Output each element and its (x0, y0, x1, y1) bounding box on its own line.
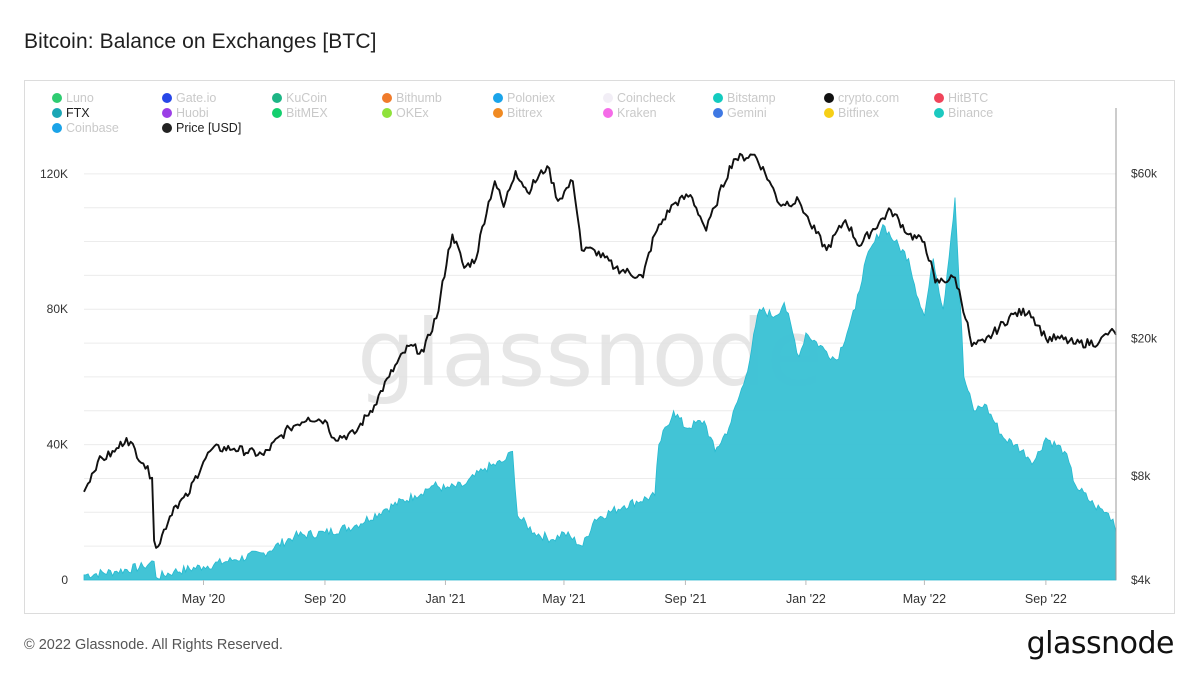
chart-title: Bitcoin: Balance on Exchanges [BTC] (24, 30, 377, 53)
ftx-balance-area (83, 197, 1117, 581)
legend-label: Luno (66, 91, 94, 105)
x-tick-label: Jan '22 (786, 592, 826, 606)
price-usd-line (83, 152, 1117, 549)
legend-dot-icon (52, 93, 62, 103)
legend-dot-icon (824, 93, 834, 103)
legend-label: Bitfinex (838, 106, 879, 120)
legend-label: Binance (948, 106, 994, 120)
legend-item-gemini[interactable]: Gemini (713, 106, 767, 121)
legend-label: Bithumb (396, 91, 442, 105)
legend-label: Bittrex (507, 106, 543, 120)
legend-dot-icon (272, 93, 282, 103)
y-left-tick-label: 80K (47, 302, 68, 316)
legend-item-crypto-com[interactable]: crypto.com (824, 91, 899, 106)
x-tick-label: Sep '22 (1025, 592, 1067, 606)
legend-item-okex[interactable]: OKEx (382, 106, 429, 121)
y-right-tick-label: $8k (1131, 469, 1151, 483)
x-tick-label: Sep '20 (304, 592, 346, 606)
legend-label: Poloniex (507, 91, 555, 105)
legend-item-bitstamp[interactable]: Bitstamp (713, 91, 776, 106)
legend-dot-icon (493, 93, 503, 103)
legend-item-bithumb[interactable]: Bithumb (382, 91, 442, 106)
legend-label: BitMEX (286, 106, 328, 120)
axes-group: 0 40K 80K 120K $4k $8k $20k $60k May '20 Sep '20 J… (40, 108, 1158, 606)
legend-label: Price [USD] (176, 121, 242, 135)
legend-label: Coincheck (617, 91, 676, 105)
legend-label: Gate.io (176, 91, 217, 105)
legend-dot-icon (162, 93, 172, 103)
legend-label: crypto.com (838, 91, 900, 105)
y-left-tick-label: 120K (40, 167, 68, 181)
y-right-tick-label: $20k (1131, 331, 1158, 345)
x-tick-label: Jan '21 (425, 592, 465, 606)
chart-frame (24, 80, 1175, 614)
legend-item-kucoin[interactable]: KuCoin (272, 91, 327, 106)
x-tick-label: May '21 (542, 592, 585, 606)
legend-dot-icon (824, 108, 834, 118)
legend-dot-icon (934, 108, 944, 118)
legend-item-binance[interactable]: Binance (934, 106, 993, 121)
legend-item-bittrex[interactable]: Bittrex (493, 106, 542, 121)
legend-label: FTX (66, 106, 90, 120)
legend-label: Huobi (176, 106, 209, 120)
legend-label: KuCoin (286, 91, 327, 105)
legend-label: OKEx (396, 106, 429, 120)
legend-item-coincheck[interactable]: Coincheck (603, 91, 675, 106)
legend-label: Gemini (727, 106, 767, 120)
legend-item-bitmex[interactable]: BitMEX (272, 106, 328, 121)
legend-item-poloniex[interactable]: Poloniex (493, 91, 555, 106)
legend-dot-icon (603, 93, 613, 103)
x-tick-label: May '22 (903, 592, 946, 606)
legend-label: HitBTC (948, 91, 989, 105)
legend-item-ftx[interactable]: FTX (52, 106, 90, 121)
legend-item-luno[interactable]: Luno (52, 91, 94, 106)
y-left-tick-label: 40K (47, 438, 68, 452)
legend-dot-icon (713, 108, 723, 118)
legend-label: Kraken (617, 106, 657, 120)
legend-dot-icon (162, 108, 172, 118)
y-right-tick-label: $60k (1131, 166, 1158, 180)
legend-item-price-usd[interactable]: Price [USD] (162, 121, 241, 136)
y-left-tick-label: 0 (61, 573, 68, 587)
glassnode-logo[interactable]: glassnode (1026, 626, 1175, 661)
legend-label: Coinbase (66, 121, 119, 135)
legend-dot-icon (603, 108, 613, 118)
y-right-tick-label: $4k (1131, 573, 1151, 587)
copyright-footer: © 2022 Glassnode. All Rights Reserved. (24, 637, 283, 653)
legend-dot-icon (272, 108, 282, 118)
legend-dot-icon (493, 108, 503, 118)
legend-item-hitbtc[interactable]: HitBTC (934, 91, 988, 106)
x-tick-label: Sep '21 (664, 592, 706, 606)
legend-item-coinbase[interactable]: Coinbase (52, 121, 119, 136)
legend-dot-icon (162, 123, 172, 133)
legend-dot-icon (52, 108, 62, 118)
series-group (83, 152, 1117, 581)
legend-item-kraken[interactable]: Kraken (603, 106, 657, 121)
legend-label: Bitstamp (727, 91, 776, 105)
legend-dot-icon (713, 93, 723, 103)
legend-item-bitfinex[interactable]: Bitfinex (824, 106, 879, 121)
legend-dot-icon (934, 93, 944, 103)
legend-dot-icon (382, 93, 392, 103)
legend-item-huobi[interactable]: Huobi (162, 106, 209, 121)
legend-dot-icon (382, 108, 392, 118)
legend-dot-icon (52, 123, 62, 133)
x-tick-label: May '20 (182, 592, 225, 606)
legend-item-gate-io[interactable]: Gate.io (162, 91, 216, 106)
